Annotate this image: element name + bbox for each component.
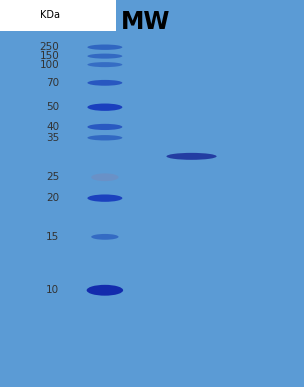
Text: 35: 35 — [46, 133, 59, 143]
Text: 20: 20 — [46, 193, 59, 203]
Text: MW: MW — [121, 10, 171, 34]
Text: 50: 50 — [46, 102, 59, 112]
Text: KDa: KDa — [40, 10, 60, 20]
Text: 15: 15 — [46, 232, 59, 242]
Text: 250: 250 — [40, 42, 59, 52]
Text: 25: 25 — [46, 172, 59, 182]
Text: 150: 150 — [40, 51, 59, 61]
Text: 70: 70 — [46, 78, 59, 88]
Text: 100: 100 — [40, 60, 59, 70]
Text: 10: 10 — [46, 285, 59, 295]
Text: 40: 40 — [46, 122, 59, 132]
